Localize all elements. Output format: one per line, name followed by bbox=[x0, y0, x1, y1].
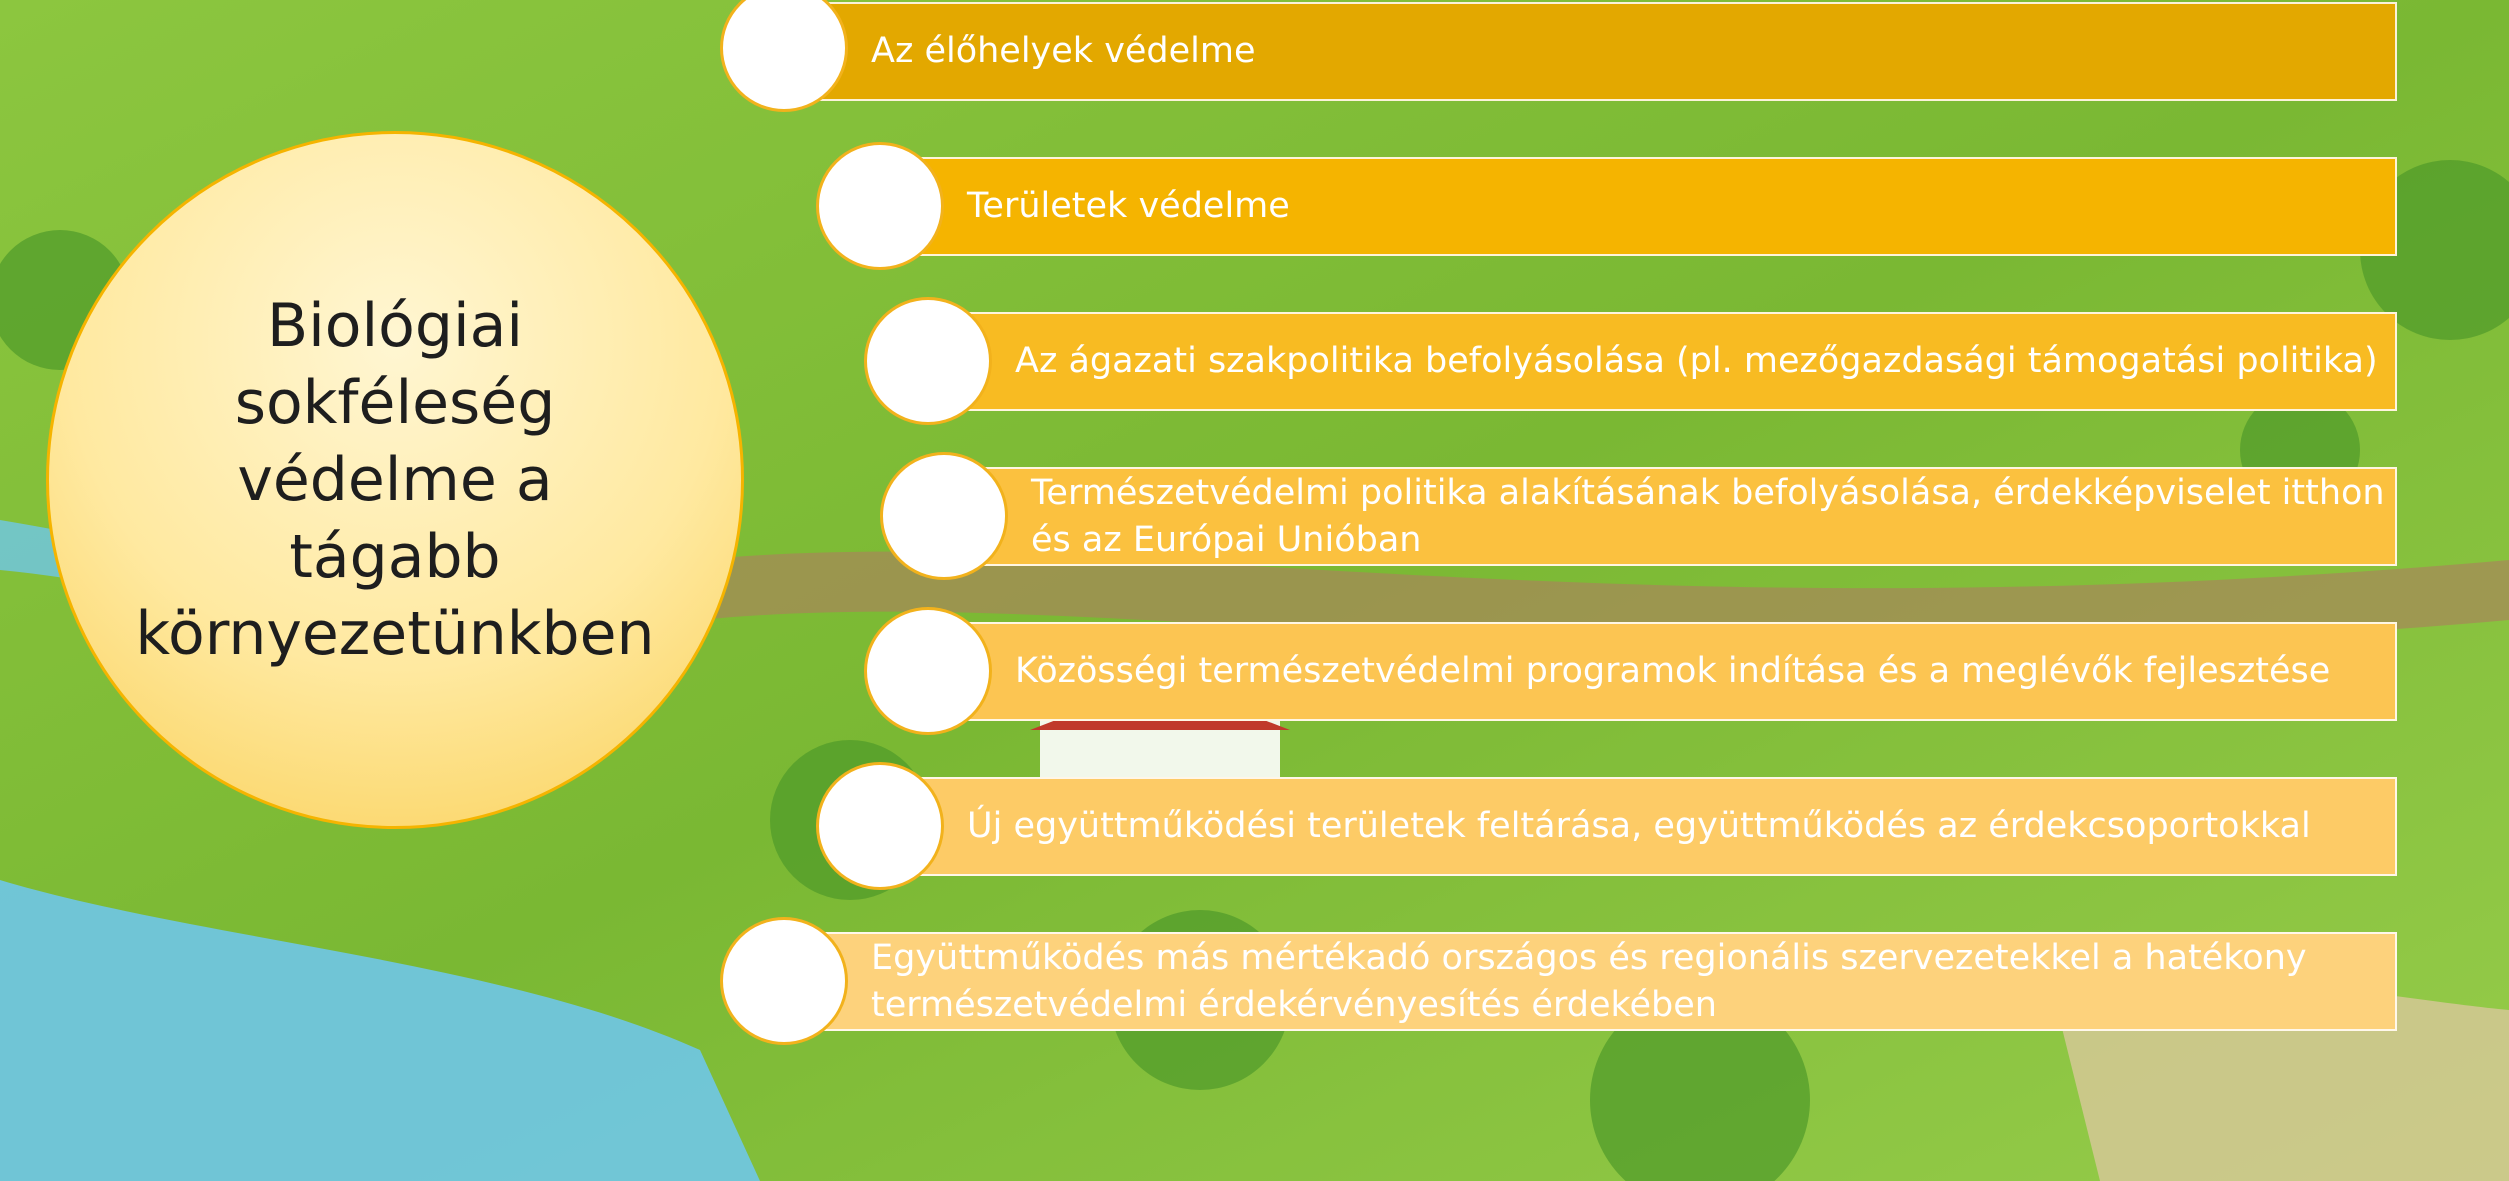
item-line: Új együttműködési területek feltárása, e… bbox=[967, 803, 2311, 850]
item-text: Az ágazati szakpolitika befolyásolása (p… bbox=[1015, 338, 2378, 385]
item-circle bbox=[816, 762, 944, 890]
item-circle bbox=[816, 142, 944, 270]
title-line: tágabb bbox=[289, 519, 500, 596]
item-line: Együttműködés más mértékadó országos és … bbox=[871, 935, 2307, 982]
title-line: sokféleség bbox=[235, 365, 556, 442]
item-text: Új együttműködési területek feltárása, e… bbox=[967, 803, 2311, 850]
item-circle bbox=[720, 917, 848, 1045]
title-line: környezetünkben bbox=[135, 596, 654, 673]
item-text: Az élőhelyek védelme bbox=[871, 28, 1256, 75]
item-bar: Együttműködés más mértékadó országos és … bbox=[784, 932, 2397, 1031]
item-text: Közösségi természetvédelmi programok ind… bbox=[1015, 648, 2330, 695]
item-line: Az élőhelyek védelme bbox=[871, 28, 1256, 75]
title-line: védelme a bbox=[237, 442, 552, 519]
slide: {"title_lines": ["Biológiai", "sokfélesé… bbox=[0, 0, 2509, 1181]
item-text: Természetvédelmi politika alakításának b… bbox=[1031, 470, 2385, 564]
item-line: Természetvédelmi politika alakításának b… bbox=[1031, 470, 2385, 517]
title-line: Biológiai bbox=[267, 288, 523, 365]
item-bar: Közösségi természetvédelmi programok ind… bbox=[928, 622, 2397, 721]
item-text: Területek védelme bbox=[967, 183, 1290, 230]
item-bar: Az ágazati szakpolitika befolyásolása (p… bbox=[928, 312, 2397, 411]
item-line: természetvédelmi érdekérvényesítés érdek… bbox=[871, 982, 2307, 1029]
item-bar: Területek védelme bbox=[880, 157, 2397, 256]
item-circle bbox=[864, 297, 992, 425]
item-circle bbox=[880, 452, 1008, 580]
item-circle bbox=[864, 607, 992, 735]
item-line: Az ágazati szakpolitika befolyásolása (p… bbox=[1015, 338, 2378, 385]
item-bar: Természetvédelmi politika alakításának b… bbox=[944, 467, 2397, 566]
item-line: Közösségi természetvédelmi programok ind… bbox=[1015, 648, 2330, 695]
item-line: és az Európai Unióban bbox=[1031, 517, 2385, 564]
item-bar: Új együttműködési területek feltárása, e… bbox=[880, 777, 2397, 876]
item-bar: Az élőhelyek védelme bbox=[784, 2, 2397, 101]
item-line: Területek védelme bbox=[967, 183, 1290, 230]
item-text: Együttműködés más mértékadó országos és … bbox=[871, 935, 2307, 1029]
